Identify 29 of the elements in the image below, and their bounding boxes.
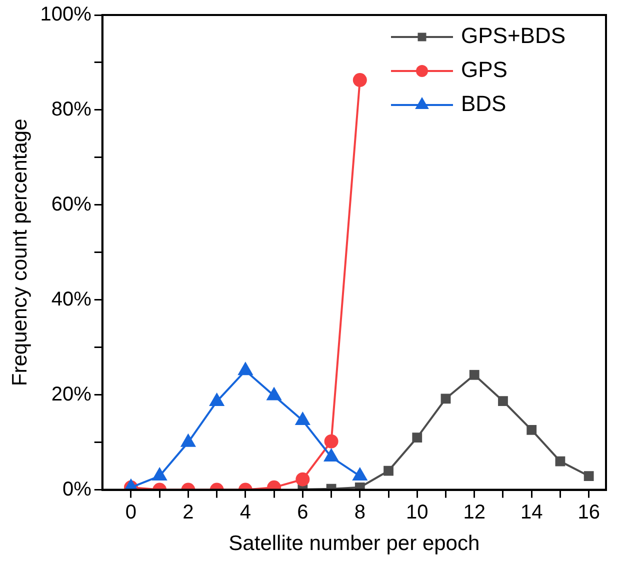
point [152, 467, 168, 481]
x-tick-label: 6 [297, 501, 308, 524]
x-tick-label: 0 [125, 501, 137, 524]
y-axis-title: Frequency count percentage [8, 118, 32, 386]
legend-label: GPS [461, 57, 508, 82]
x-tick-label: 4 [240, 501, 251, 524]
legend-label: BDS [461, 91, 506, 116]
point [266, 386, 282, 400]
y-tick-label: 80% [51, 98, 92, 120]
point [294, 411, 310, 425]
x-tick-label: 8 [354, 501, 366, 524]
point [209, 392, 225, 406]
x-tick-label: 14 [520, 501, 543, 524]
point [180, 433, 196, 447]
y-tick-label: 20% [51, 383, 92, 406]
point [323, 448, 340, 462]
y-tick-label: 100% [40, 4, 92, 26]
point [352, 467, 368, 481]
point [352, 73, 367, 88]
y-tick-label: 0% [62, 478, 92, 500]
legend-label: GPS+BDS [461, 23, 566, 48]
y-tick-label: 40% [51, 288, 92, 310]
x-tick-label: 10 [406, 501, 428, 524]
point [238, 362, 254, 376]
y-tick-label: 60% [51, 193, 92, 216]
x-tick-label: 2 [182, 501, 194, 524]
x-axis-title: Satellite number per epoch [228, 532, 480, 556]
x-tick-label: 12 [463, 501, 486, 524]
x-tick-label: 16 [578, 501, 600, 524]
